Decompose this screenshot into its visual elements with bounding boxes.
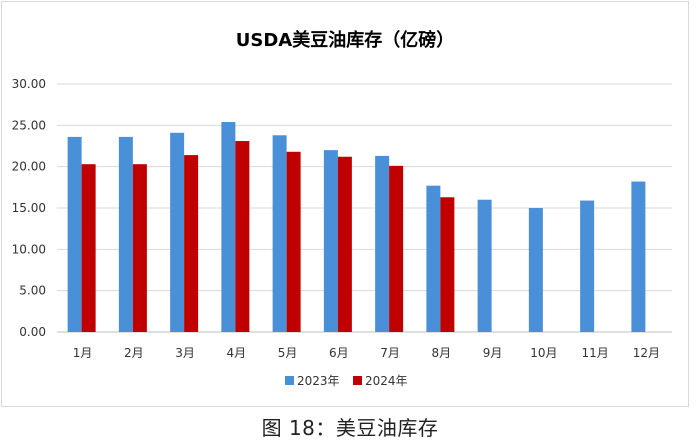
chart-title: USDA美豆油库存（亿磅） — [236, 29, 454, 51]
bar-series1 — [323, 150, 338, 332]
y-tick-label: 15.00 — [12, 201, 46, 215]
bar-series2 — [440, 197, 455, 332]
y-tick-label: 10.00 — [12, 242, 46, 256]
bar-series1 — [67, 136, 82, 332]
x-tick-label: 10月 — [530, 346, 557, 360]
x-tick-label: 7月 — [380, 346, 400, 360]
y-tick-label: 5.00 — [19, 284, 46, 298]
bar-chart: USDA美豆油库存（亿磅） 0.00 5.00 10.00 15.00 20.00 25.… — [12, 29, 672, 388]
bar-series2 — [337, 156, 352, 332]
x-tick-label: 9月 — [483, 346, 503, 360]
y-tick-label: 20.00 — [12, 160, 46, 174]
y-tick-label: 25.00 — [12, 118, 46, 132]
bar-series1 — [426, 185, 441, 332]
x-tick-label: 1月 — [73, 346, 93, 360]
x-tick-label: 4月 — [227, 346, 247, 360]
y-tick-label: 0.00 — [19, 325, 46, 339]
bar-series2 — [184, 155, 199, 332]
bar-series1 — [221, 122, 236, 332]
x-tick-label: 8月 — [432, 346, 452, 360]
chart-frame: USDA美豆油库存（亿磅） 0.00 5.00 10.00 15.00 20.00 25.… — [1, 1, 689, 407]
legend-label: 2023年 — [297, 374, 340, 388]
x-tick-label: 2月 — [124, 346, 144, 360]
bar-series1 — [631, 181, 646, 332]
bar-series1 — [528, 208, 543, 332]
x-tick-label: 6月 — [329, 346, 349, 360]
legend-label: 2024年 — [365, 374, 408, 388]
bar-series1 — [375, 155, 390, 332]
bar-series2 — [235, 141, 250, 332]
bar-series2 — [132, 164, 147, 332]
figure-caption: 图 18：美豆油库存 — [261, 416, 439, 440]
bar-series1 — [477, 199, 492, 332]
bar-series1 — [118, 136, 133, 332]
bar-series2 — [286, 151, 301, 332]
x-tick-label: 5月 — [278, 346, 298, 360]
x-tick-label: 3月 — [175, 346, 195, 360]
bar-series1 — [170, 132, 185, 332]
x-tick-label: 12月 — [633, 346, 660, 360]
bar-series1 — [580, 200, 595, 332]
bar-series2 — [81, 164, 96, 332]
legend-swatch — [285, 376, 294, 385]
bar-series1 — [272, 135, 287, 332]
legend-swatch — [353, 376, 362, 385]
bar-series2 — [389, 165, 404, 332]
y-tick-label: 30.00 — [12, 77, 46, 91]
x-tick-label: 11月 — [581, 346, 608, 360]
